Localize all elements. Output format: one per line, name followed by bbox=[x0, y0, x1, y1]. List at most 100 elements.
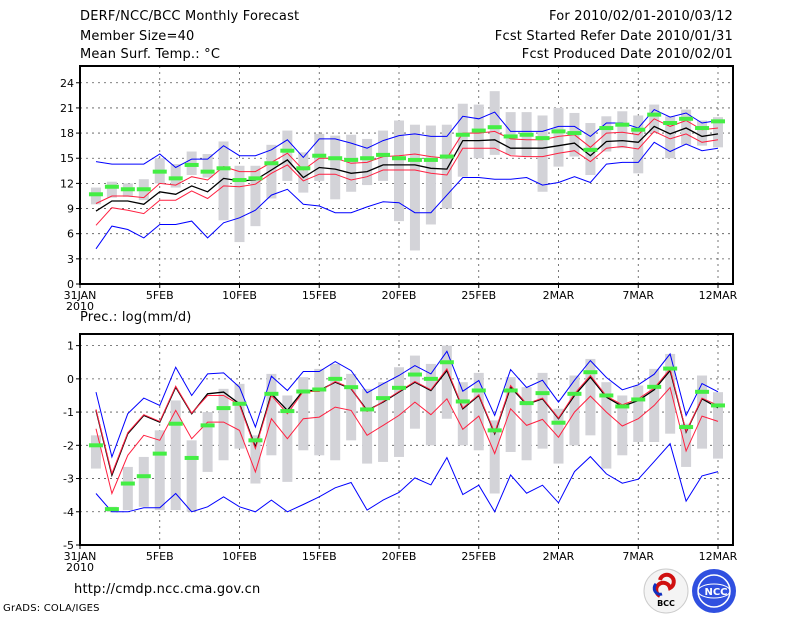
ensemble-range-bar bbox=[601, 116, 612, 152]
observed-marker bbox=[248, 438, 263, 443]
observed-marker bbox=[407, 157, 422, 162]
x-tick-label: 25FEB bbox=[461, 550, 496, 563]
observed-marker bbox=[503, 134, 518, 139]
y-tick-label: -3 bbox=[63, 473, 74, 486]
ensemble-range-bar bbox=[553, 408, 564, 464]
top-panel-variable: Mean Surf. Temp.: °C bbox=[80, 47, 221, 62]
observed-marker bbox=[376, 396, 391, 401]
observed-marker bbox=[136, 187, 151, 192]
grads-credit: GrADS: COLA/IGES bbox=[3, 603, 100, 614]
ensemble-range-bar bbox=[106, 181, 117, 198]
ensemble-min-line bbox=[95, 141, 719, 250]
observed-marker bbox=[184, 455, 199, 460]
ensemble-range-bar bbox=[681, 423, 692, 467]
mean-minus-spread-line bbox=[95, 130, 719, 226]
observed-marker bbox=[711, 119, 725, 124]
ensemble-range-bar bbox=[521, 387, 532, 461]
ensemble-range-bar bbox=[537, 372, 548, 449]
observed-marker bbox=[376, 152, 391, 157]
x-tick-label: 2MAR bbox=[543, 289, 575, 302]
observed-marker bbox=[152, 451, 167, 456]
observed-marker bbox=[551, 420, 566, 425]
ensemble-range-bar bbox=[266, 373, 277, 456]
x-tick-label: 20FEB bbox=[382, 550, 417, 563]
x-tick-label: 15FEB bbox=[302, 550, 337, 563]
forecast-period: For 2010/02/01-2010/03/12 bbox=[549, 9, 733, 24]
ensemble-range-bar bbox=[585, 358, 596, 436]
observed-marker bbox=[296, 389, 311, 394]
observed-marker bbox=[551, 129, 566, 134]
x-tick-label: 7MAR bbox=[622, 289, 654, 302]
ensemble-range-bar bbox=[633, 115, 644, 174]
ensemble-range-bar bbox=[617, 111, 628, 149]
ensemble-range-bar bbox=[665, 353, 676, 434]
observed-marker bbox=[679, 116, 694, 121]
ensemble-range-bar bbox=[234, 165, 245, 243]
ensemble-range-bar bbox=[457, 382, 468, 446]
ensemble-mean-line bbox=[95, 125, 719, 212]
observed-marker bbox=[583, 147, 598, 152]
ensemble-range-bar bbox=[601, 382, 612, 469]
y-tick-label: 12 bbox=[60, 177, 74, 190]
observed-marker bbox=[711, 403, 725, 408]
ensemble-range-bar bbox=[234, 383, 245, 449]
observed-marker bbox=[328, 376, 343, 381]
observed-marker bbox=[455, 132, 470, 137]
x-tick-label: 7MAR bbox=[622, 550, 654, 563]
observed-marker bbox=[407, 372, 422, 377]
observed-marker bbox=[248, 176, 263, 181]
y-tick-label: -4 bbox=[63, 506, 74, 519]
x-tick-label: 12MAR bbox=[699, 550, 738, 563]
ensemble-range-bar bbox=[90, 435, 101, 469]
observed-marker bbox=[232, 178, 247, 183]
observed-marker bbox=[663, 121, 678, 126]
ensemble-range-bar bbox=[425, 125, 436, 225]
observed-marker bbox=[439, 360, 454, 365]
observed-marker bbox=[200, 169, 215, 174]
ensemble-range-bar bbox=[489, 91, 500, 155]
ensemble-range-bar bbox=[713, 117, 723, 148]
forecast-start-date: Fcst Started Refer Date 2010/01/31 bbox=[494, 29, 733, 44]
observed-marker bbox=[168, 176, 183, 181]
observed-marker bbox=[88, 443, 103, 448]
x-tick-label: 31JAN bbox=[64, 550, 97, 563]
footer-url[interactable]: http://cmdp.ncc.cma.gov.cn bbox=[74, 582, 261, 597]
ensemble-min-line bbox=[95, 442, 719, 513]
ensemble-range-bar bbox=[441, 345, 452, 419]
ensemble-range-bar bbox=[681, 109, 692, 145]
bottom-panel-variable: Prec.: log(mm/d) bbox=[80, 310, 192, 325]
x-tick-label: 2MAR bbox=[543, 550, 575, 563]
y-tick-label: 1 bbox=[67, 340, 74, 353]
observed-marker bbox=[535, 391, 550, 396]
ensemble-range-bar bbox=[569, 375, 580, 446]
ensemble-range-bar bbox=[489, 420, 500, 494]
observed-marker bbox=[503, 388, 518, 393]
observed-marker bbox=[392, 156, 406, 161]
observed-marker bbox=[88, 192, 103, 197]
ensemble-range-bar bbox=[202, 412, 213, 472]
y-tick-label: 0 bbox=[67, 373, 74, 386]
observed-marker bbox=[216, 406, 231, 411]
y-tick-label: -5 bbox=[63, 539, 74, 552]
observed-marker bbox=[535, 136, 550, 141]
observed-marker bbox=[487, 428, 502, 433]
precip-panel: -5 -4 -3 -2 -1 0 1 31JAN 5FEB 10FEB 15FEB 20FEB 25FE… bbox=[63, 333, 738, 574]
observed-marker bbox=[647, 112, 662, 117]
y-tick-label: 0 bbox=[67, 278, 74, 291]
ensemble-range-bar bbox=[314, 368, 325, 456]
observed-marker bbox=[471, 128, 486, 133]
ensemble-range-bar bbox=[250, 165, 261, 227]
observed-marker bbox=[695, 389, 710, 394]
ensemble-range-bar bbox=[362, 388, 373, 464]
observed-marker bbox=[312, 153, 327, 158]
ensemble-range-bar bbox=[218, 388, 229, 461]
observed-marker bbox=[423, 157, 438, 162]
ensemble-range-bar bbox=[378, 382, 389, 462]
observed-marker bbox=[264, 161, 279, 166]
observed-marker bbox=[344, 157, 359, 162]
observed-marker bbox=[168, 421, 183, 426]
ensemble-range-bar bbox=[138, 456, 149, 507]
ensemble-range-bar bbox=[473, 372, 484, 451]
observed-marker bbox=[519, 401, 534, 406]
observed-marker bbox=[471, 388, 486, 393]
